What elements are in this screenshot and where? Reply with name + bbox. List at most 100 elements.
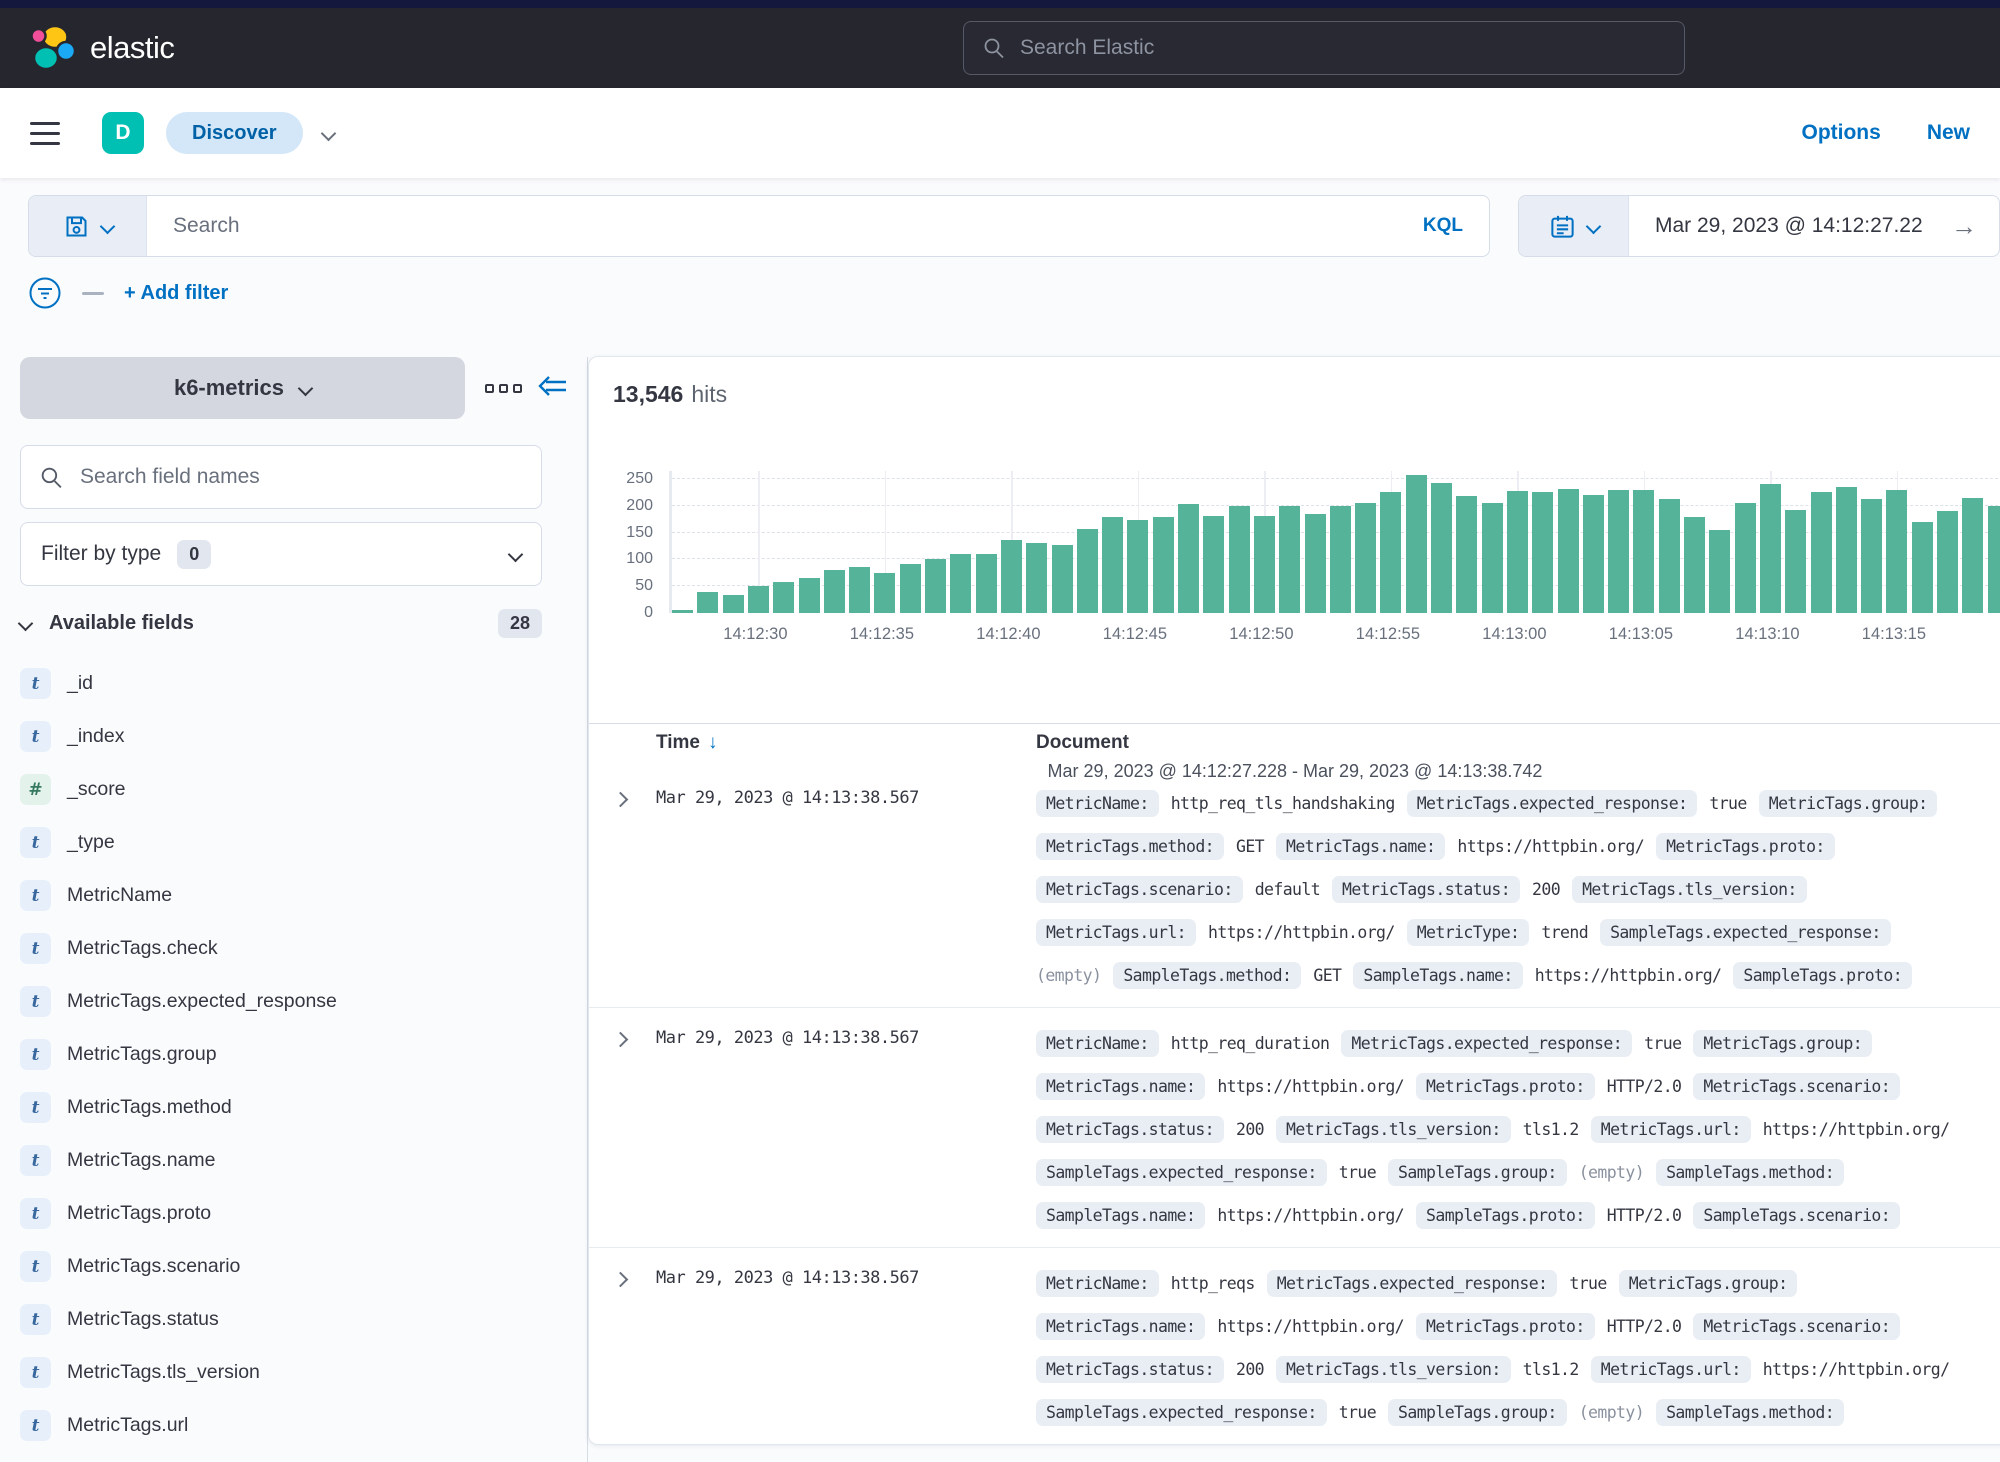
histogram-bar[interactable] <box>773 582 794 613</box>
field-item-_index[interactable]: t_index <box>20 710 568 763</box>
field-item-MetricTags.status[interactable]: tMetricTags.status <box>20 1293 568 1346</box>
x-tick-label: 14:13:15 <box>1862 625 1926 644</box>
histogram-bar[interactable] <box>1077 529 1098 613</box>
kql-search-bar[interactable]: Search KQL <box>28 195 1490 257</box>
histogram-bar[interactable] <box>1811 492 1832 613</box>
histogram-bar[interactable] <box>1001 540 1022 613</box>
histogram-bar[interactable] <box>1684 517 1705 613</box>
data-view-selector[interactable]: k6-metrics <box>20 357 465 419</box>
space-avatar[interactable]: D <box>102 112 144 154</box>
field-item-MetricTags.check[interactable]: tMetricTags.check <box>20 922 568 975</box>
field-item-MetricTags.tls_version[interactable]: tMetricTags.tls_version <box>20 1346 568 1399</box>
histogram-bar[interactable] <box>1482 503 1503 613</box>
histogram-bar[interactable] <box>1558 489 1579 613</box>
histogram-bar[interactable] <box>1937 511 1958 613</box>
field-search-input[interactable]: Search field names <box>20 445 542 509</box>
histogram-bar[interactable] <box>723 595 744 613</box>
histogram-bar[interactable] <box>1279 506 1300 613</box>
field-item-MetricTags.expected_response[interactable]: tMetricTags.expected_response <box>20 975 568 1028</box>
new-button[interactable]: New <box>1927 121 1970 145</box>
breadcrumb-chevron-icon[interactable] <box>320 125 336 141</box>
histogram-bar[interactable] <box>900 564 921 613</box>
options-button[interactable]: Options <box>1801 121 1880 145</box>
date-value[interactable]: Mar 29, 2023 @ 14:12:27.22 <box>1629 214 1951 238</box>
histogram-bar[interactable] <box>672 610 693 613</box>
histogram-bar[interactable] <box>1380 492 1401 613</box>
elastic-logo[interactable]: elastic <box>30 25 174 71</box>
histogram-bar[interactable] <box>1962 498 1983 613</box>
menu-icon[interactable] <box>30 122 60 145</box>
histogram-bar[interactable] <box>1785 510 1806 613</box>
histogram-bar[interactable] <box>1532 492 1553 613</box>
histogram-bar[interactable] <box>950 554 971 613</box>
histogram-bar[interactable] <box>1330 506 1351 613</box>
field-item-MetricName[interactable]: tMetricName <box>20 869 568 922</box>
global-search-input[interactable]: Search Elastic <box>963 21 1685 75</box>
field-options-icon[interactable] <box>485 384 522 393</box>
histogram-bar[interactable] <box>1355 503 1376 613</box>
histogram-bar[interactable] <box>1861 499 1882 613</box>
histogram-bar[interactable] <box>1709 530 1730 613</box>
histogram-bar[interactable] <box>1659 499 1680 613</box>
kql-language-button[interactable]: KQL <box>1397 215 1489 237</box>
histogram-bar[interactable] <box>1052 545 1073 613</box>
histogram-bar[interactable] <box>1102 517 1123 613</box>
field-key-badge: MetricTags.url: <box>1591 1116 1751 1143</box>
histogram-bar[interactable] <box>1431 483 1452 613</box>
histogram-bar[interactable] <box>1254 516 1275 613</box>
breadcrumb[interactable]: Discover <box>166 112 303 154</box>
histogram-bar[interactable] <box>1456 496 1477 613</box>
field-item-_id[interactable]: t_id <box>20 657 568 710</box>
histogram-bar[interactable] <box>1633 490 1654 613</box>
histogram-bar[interactable] <box>1203 516 1224 613</box>
filter-icon[interactable] <box>28 276 62 310</box>
histogram-bar[interactable] <box>1886 490 1907 613</box>
field-item-MetricTags.group[interactable]: tMetricTags.group <box>20 1028 568 1081</box>
date-quick-menu-button[interactable] <box>1519 196 1629 256</box>
histogram-bar[interactable] <box>925 559 946 613</box>
histogram-bar[interactable] <box>976 554 997 613</box>
time-column-header[interactable]: Time↓ <box>656 732 718 754</box>
saved-query-menu-button[interactable] <box>29 196 147 256</box>
histogram-bar[interactable] <box>874 573 895 613</box>
histogram-bar[interactable] <box>799 578 820 613</box>
expand-row-icon[interactable] <box>613 792 629 808</box>
field-item-MetricTags.method[interactable]: tMetricTags.method <box>20 1081 568 1134</box>
histogram-bar[interactable] <box>824 570 845 613</box>
histogram-bar[interactable] <box>1305 514 1326 613</box>
histogram-bar[interactable] <box>1406 475 1427 613</box>
histogram-bar[interactable] <box>849 567 870 613</box>
histogram-bar[interactable] <box>1229 506 1250 613</box>
calendar-icon <box>1549 213 1576 240</box>
field-item-MetricTags.name[interactable]: tMetricTags.name <box>20 1134 568 1187</box>
filter-by-type-button[interactable]: Filter by type 0 <box>20 522 542 586</box>
histogram-bar[interactable] <box>1760 484 1781 613</box>
add-filter-button[interactable]: + Add filter <box>124 282 228 305</box>
histogram-bar[interactable] <box>1127 520 1148 613</box>
available-fields-header[interactable]: Available fields 28 <box>20 609 542 638</box>
histogram-bar[interactable] <box>1836 487 1857 613</box>
field-item-MetricTags.proto[interactable]: tMetricTags.proto <box>20 1187 568 1240</box>
histogram-bar[interactable] <box>1735 503 1756 613</box>
collapse-sidebar-icon[interactable] <box>538 373 568 404</box>
field-item-MetricTags.url[interactable]: tMetricTags.url <box>20 1399 568 1452</box>
expand-row-icon[interactable] <box>613 1032 629 1048</box>
date-picker[interactable]: Mar 29, 2023 @ 14:12:27.22 → <box>1518 195 2000 257</box>
histogram-bar[interactable] <box>1583 495 1604 613</box>
histogram-bar[interactable] <box>697 592 718 613</box>
histogram-bar[interactable] <box>1178 504 1199 613</box>
expand-row-icon[interactable] <box>613 1272 629 1288</box>
histogram-bar[interactable] <box>748 586 769 613</box>
field-item-_score[interactable]: #_score <box>20 763 568 816</box>
field-item-MetricTags.scenario[interactable]: tMetricTags.scenario <box>20 1240 568 1293</box>
histogram-bar[interactable] <box>1507 491 1528 613</box>
histogram-bar[interactable] <box>1608 490 1629 613</box>
field-item-_type[interactable]: t_type <box>20 816 568 869</box>
histogram-bar[interactable] <box>1988 506 2000 613</box>
histogram-bar[interactable] <box>1153 517 1174 613</box>
histogram-bar[interactable] <box>1912 522 1933 613</box>
histogram-plot[interactable] <box>669 471 2000 613</box>
sort-desc-icon[interactable]: ↓ <box>708 732 718 753</box>
histogram-bar[interactable] <box>1026 543 1047 613</box>
refresh-arrow-icon[interactable]: → <box>1951 211 1999 242</box>
